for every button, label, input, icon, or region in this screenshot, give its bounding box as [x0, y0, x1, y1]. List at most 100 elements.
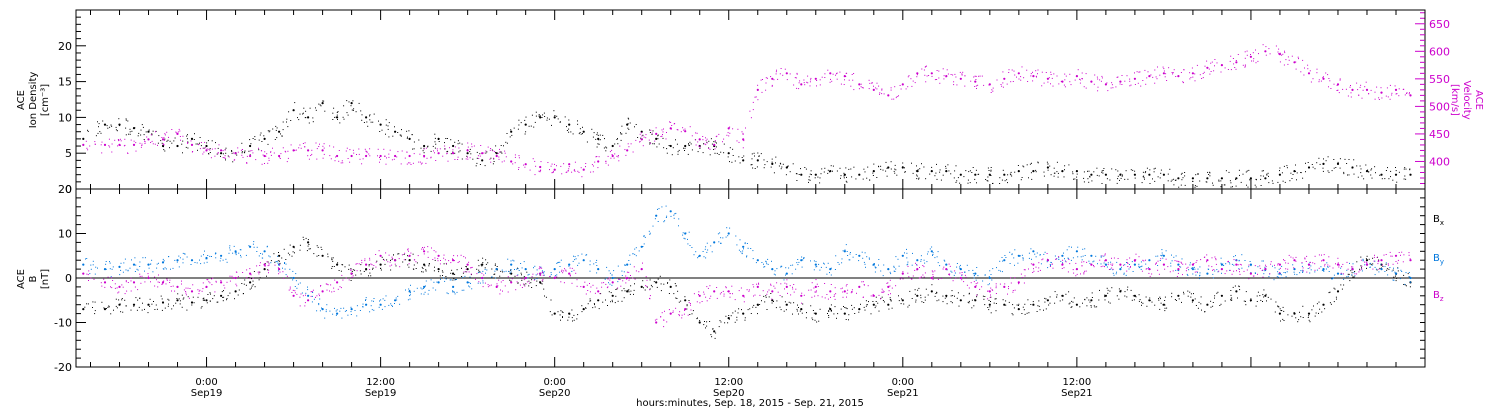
- by-point: [1148, 259, 1151, 262]
- by-sample: [638, 250, 640, 252]
- velocity-sample: [346, 147, 348, 149]
- ion-density-sample: [886, 167, 888, 169]
- bx-sample: [1049, 296, 1051, 298]
- by-sample: [665, 205, 667, 207]
- bz-sample: [626, 278, 628, 280]
- velocity-sample: [628, 146, 630, 148]
- bz-sample: [86, 273, 88, 275]
- by-sample: [1093, 260, 1095, 262]
- bz-point: [190, 290, 194, 293]
- velocity-point: [495, 154, 498, 158]
- ion-density-sample: [976, 182, 977, 184]
- bz-sample: [740, 287, 742, 289]
- ion-density-point: [394, 130, 397, 133]
- ion-density-sample: [350, 105, 352, 107]
- velocity-point: [988, 83, 991, 86]
- ion-density-sample: [1277, 181, 1279, 183]
- velocity-sample: [1265, 54, 1267, 56]
- by-sample: [144, 270, 145, 272]
- bx-sample: [395, 265, 397, 267]
- bz-sample: [1135, 259, 1137, 261]
- velocity-point: [1206, 66, 1209, 69]
- bz-sample: [767, 291, 769, 293]
- bz-sample: [605, 283, 607, 285]
- bx-sample: [105, 308, 107, 309]
- bz-point: [829, 290, 832, 293]
- by-sample: [1273, 279, 1275, 281]
- by-sample: [695, 251, 697, 253]
- ion-density-sample: [438, 141, 440, 142]
- by-sample: [1081, 259, 1083, 261]
- bx-sample: [293, 247, 295, 249]
- bz-sample: [375, 261, 377, 263]
- bx-sample: [927, 294, 929, 296]
- ion-density-point: [1409, 173, 1412, 176]
- by-sample: [711, 251, 713, 253]
- velocity-sample: [1328, 86, 1329, 88]
- bx-sample: [790, 302, 792, 304]
- by-sample: [211, 256, 212, 257]
- velocity-sample: [1297, 56, 1299, 58]
- bx-sample: [924, 299, 926, 301]
- velocity-sample: [992, 90, 994, 92]
- by-sample: [178, 266, 180, 268]
- ion-density-sample: [1374, 166, 1376, 168]
- by-sample: [409, 298, 411, 300]
- ion-density-sample: [697, 151, 699, 153]
- velocity-sample: [1037, 69, 1039, 71]
- by-sample: [85, 258, 86, 260]
- bx-sample: [875, 305, 877, 307]
- bz-sample: [207, 279, 209, 281]
- bx-sample: [1277, 306, 1279, 308]
- by-sample: [1362, 259, 1364, 261]
- velocity-sample: [809, 81, 811, 83]
- by-sample: [937, 251, 939, 253]
- bx-sample: [1127, 286, 1129, 288]
- by-sample: [1286, 271, 1288, 273]
- bz-sample: [130, 290, 132, 292]
- velocity-sample: [423, 156, 425, 158]
- ion-density-sample: [564, 116, 566, 118]
- bx-sample: [1045, 308, 1047, 310]
- ion-density-sample: [472, 158, 474, 160]
- bz-sample: [197, 289, 199, 291]
- velocity-sample: [1208, 68, 1210, 70]
- by-sample: [991, 279, 993, 281]
- bx-sample: [1158, 298, 1159, 300]
- by-sample: [332, 313, 334, 315]
- ion-density-sample: [677, 153, 679, 155]
- ion-density-sample: [1007, 174, 1009, 176]
- by-sample: [736, 244, 738, 246]
- bx-sample: [369, 272, 371, 274]
- bz-sample: [432, 259, 434, 260]
- ion-density-sample: [986, 180, 988, 182]
- ion-density-sample: [1311, 164, 1313, 165]
- bz-point: [974, 285, 977, 288]
- by-sample: [1155, 255, 1157, 257]
- ion-density-sample: [942, 174, 944, 176]
- bx-sample: [958, 305, 960, 307]
- by-sample: [1302, 272, 1304, 273]
- by-sample: [742, 250, 744, 252]
- bx-sample: [1279, 308, 1281, 310]
- bx-sample: [732, 312, 734, 314]
- bx-sample: [1023, 309, 1025, 311]
- by-sample: [1186, 273, 1188, 275]
- bz-point: [1046, 259, 1049, 262]
- velocity-sample: [1013, 70, 1015, 72]
- bx-sample: [766, 309, 768, 310]
- by-sample: [397, 295, 399, 297]
- ion-density-sample: [1209, 172, 1211, 174]
- by-sample: [396, 299, 398, 301]
- ion-density-sample: [1199, 180, 1201, 182]
- ion-density-sample: [1073, 178, 1074, 180]
- bz-sample: [1080, 273, 1081, 275]
- bz-sample: [437, 258, 439, 260]
- ion-density-sample: [495, 152, 496, 154]
- ion-density-sample: [956, 180, 958, 182]
- bx-sample: [918, 287, 920, 289]
- ion-density-sample: [821, 168, 823, 170]
- bz-sample: [220, 280, 222, 281]
- bx-sample: [331, 266, 333, 267]
- ion-density-sample: [1327, 170, 1329, 172]
